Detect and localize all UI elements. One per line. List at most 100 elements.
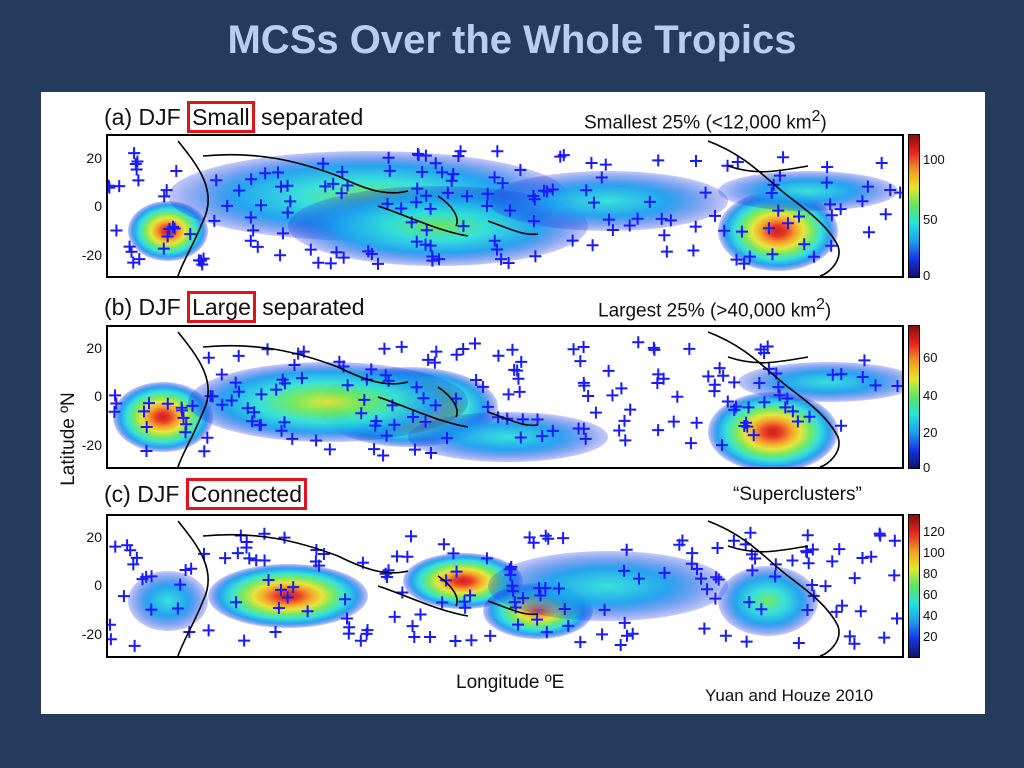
event-cross [270,383,283,396]
panel-b-note: Largest 25% (>40,000 km2) [598,296,831,322]
event-cross [621,629,634,642]
event-cross [123,240,136,253]
event-cross [419,415,432,428]
event-cross [836,599,849,612]
event-cross [140,444,153,457]
event-cross [633,572,646,585]
event-cross [843,630,856,643]
event-cross [888,534,901,547]
event-cross [773,389,786,402]
event-cross [514,164,527,177]
event-cross [232,385,245,398]
event-cross [623,219,636,232]
panel-a-colorbar [908,134,920,278]
event-cross [136,573,149,586]
event-cross [506,343,519,356]
event-cross [241,402,254,415]
event-cross [247,224,260,237]
event-cross [632,336,645,349]
event-cross [721,395,734,408]
event-cross [779,401,792,414]
event-cross [802,557,815,570]
event-cross [873,527,886,540]
event-cross [377,449,390,462]
event-cross [685,557,698,570]
panel-a-ytick-m20: -20 [81,247,102,263]
event-cross [835,419,848,432]
event-cross [716,439,729,452]
event-cross [337,251,350,264]
event-cross [856,551,869,564]
event-cross [667,415,680,428]
event-cross [340,612,353,625]
panel-b-map [106,325,904,469]
event-cross [488,234,501,247]
panel-c-title: (c) DJF Connected [104,478,308,510]
event-cross [719,629,732,642]
event-cross [319,180,332,193]
event-cross [888,569,901,582]
event-cross [755,603,768,616]
event-cross [250,554,263,567]
density-blob [718,171,898,211]
event-cross [740,416,753,429]
event-cross [502,257,515,270]
event-cross [362,245,375,258]
panel-b-note-text: Largest 25% (>40,000 km [598,300,817,322]
event-cross [358,393,371,406]
event-cross [772,381,785,394]
event-cross [284,195,297,208]
event-cross [461,190,474,203]
event-cross [185,562,198,575]
event-cross [683,342,696,355]
density-blob [488,551,728,621]
event-cross [170,164,183,177]
event-cross [204,390,217,403]
event-cross [426,254,439,267]
event-cross [420,224,433,237]
event-cross [735,225,748,238]
event-cross [552,582,565,595]
panel-a-map [106,134,904,278]
event-cross [589,406,602,419]
event-cross [858,354,871,367]
event-cross [132,174,145,187]
event-cross [365,363,378,376]
event-cross [476,380,489,393]
event-cross [447,168,460,181]
event-cross [317,157,330,170]
panel-b-ctick-60: 60 [923,350,938,365]
event-cross [130,551,143,564]
event-cross [145,570,158,583]
event-cross [660,245,673,258]
event-cross [848,637,861,650]
panel-a-suffix: separated [260,104,364,130]
event-cross [327,177,340,190]
event-cross [127,558,140,571]
event-cross [534,589,547,602]
event-cross [117,590,130,603]
event-cross [424,630,437,643]
coastline [177,140,840,276]
event-cross [248,406,261,419]
event-cross [595,171,608,184]
event-cross [617,564,630,577]
event-cross [368,443,381,456]
event-cross [781,217,794,230]
panel-c-note-text: “Superclusters” [733,484,862,505]
event-cross [718,224,731,237]
panel-c-ctick-80: 80 [923,566,938,581]
event-cross [253,419,266,432]
event-cross [539,529,552,542]
event-cross [738,257,751,270]
event-cross [219,552,232,565]
event-cross [177,411,190,424]
event-cross [202,351,215,364]
event-cross [201,431,214,444]
event-cross [131,155,144,168]
event-cross [276,227,289,240]
event-cross [861,180,874,193]
panel-c-ctick-20: 20 [923,629,938,644]
event-cross [255,199,267,212]
event-cross [761,340,774,353]
